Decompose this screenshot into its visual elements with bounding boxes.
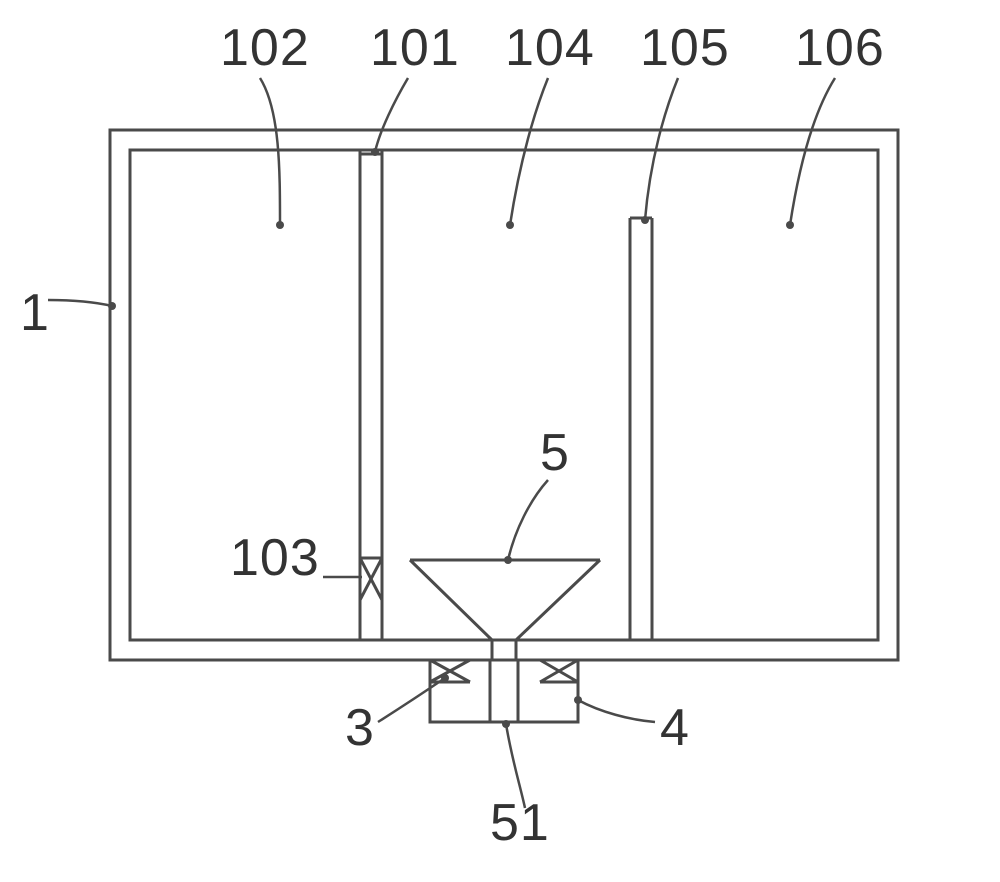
leader-endpoint — [108, 302, 116, 310]
leader-bot_4 — [578, 700, 655, 722]
label-bot_3: 3 — [345, 699, 375, 757]
label-bot_4: 4 — [660, 699, 690, 757]
outer-box — [110, 130, 898, 660]
leader-endpoint — [502, 720, 510, 728]
label-bot_51: 51 — [490, 794, 550, 852]
leader-bot_3 — [378, 678, 445, 722]
leader-left_1 — [48, 300, 112, 306]
leader-endpoint — [371, 148, 379, 156]
leader-mid_5 — [508, 480, 548, 560]
leader-endpoint — [786, 221, 794, 229]
leader-lines — [48, 78, 835, 808]
technical-diagram: 102 101 104 105 106 1 103 5 3 4 51 — [0, 0, 1000, 882]
leader-endpoint — [574, 696, 582, 704]
leader-endpoint — [506, 221, 514, 229]
leader-endpoint — [441, 674, 449, 682]
leader-endpoint — [276, 221, 284, 229]
diagram-shapes — [110, 130, 898, 722]
label-mid_5: 5 — [540, 424, 570, 482]
label-top_102: 102 — [220, 19, 310, 77]
funnel-right — [516, 560, 600, 640]
labels-layer: 102 101 104 105 106 1 103 5 3 4 51 — [20, 19, 885, 852]
label-mid_103: 103 — [230, 529, 320, 587]
label-top_101: 101 — [370, 19, 460, 77]
label-left_1: 1 — [20, 284, 50, 342]
label-top_105: 105 — [640, 19, 730, 77]
funnel-left — [410, 560, 492, 640]
leader-endpoint — [641, 216, 649, 224]
label-top_104: 104 — [505, 19, 595, 77]
label-top_106: 106 — [795, 19, 885, 77]
leader-top_101 — [375, 78, 408, 152]
leader-endpoint — [504, 556, 512, 564]
